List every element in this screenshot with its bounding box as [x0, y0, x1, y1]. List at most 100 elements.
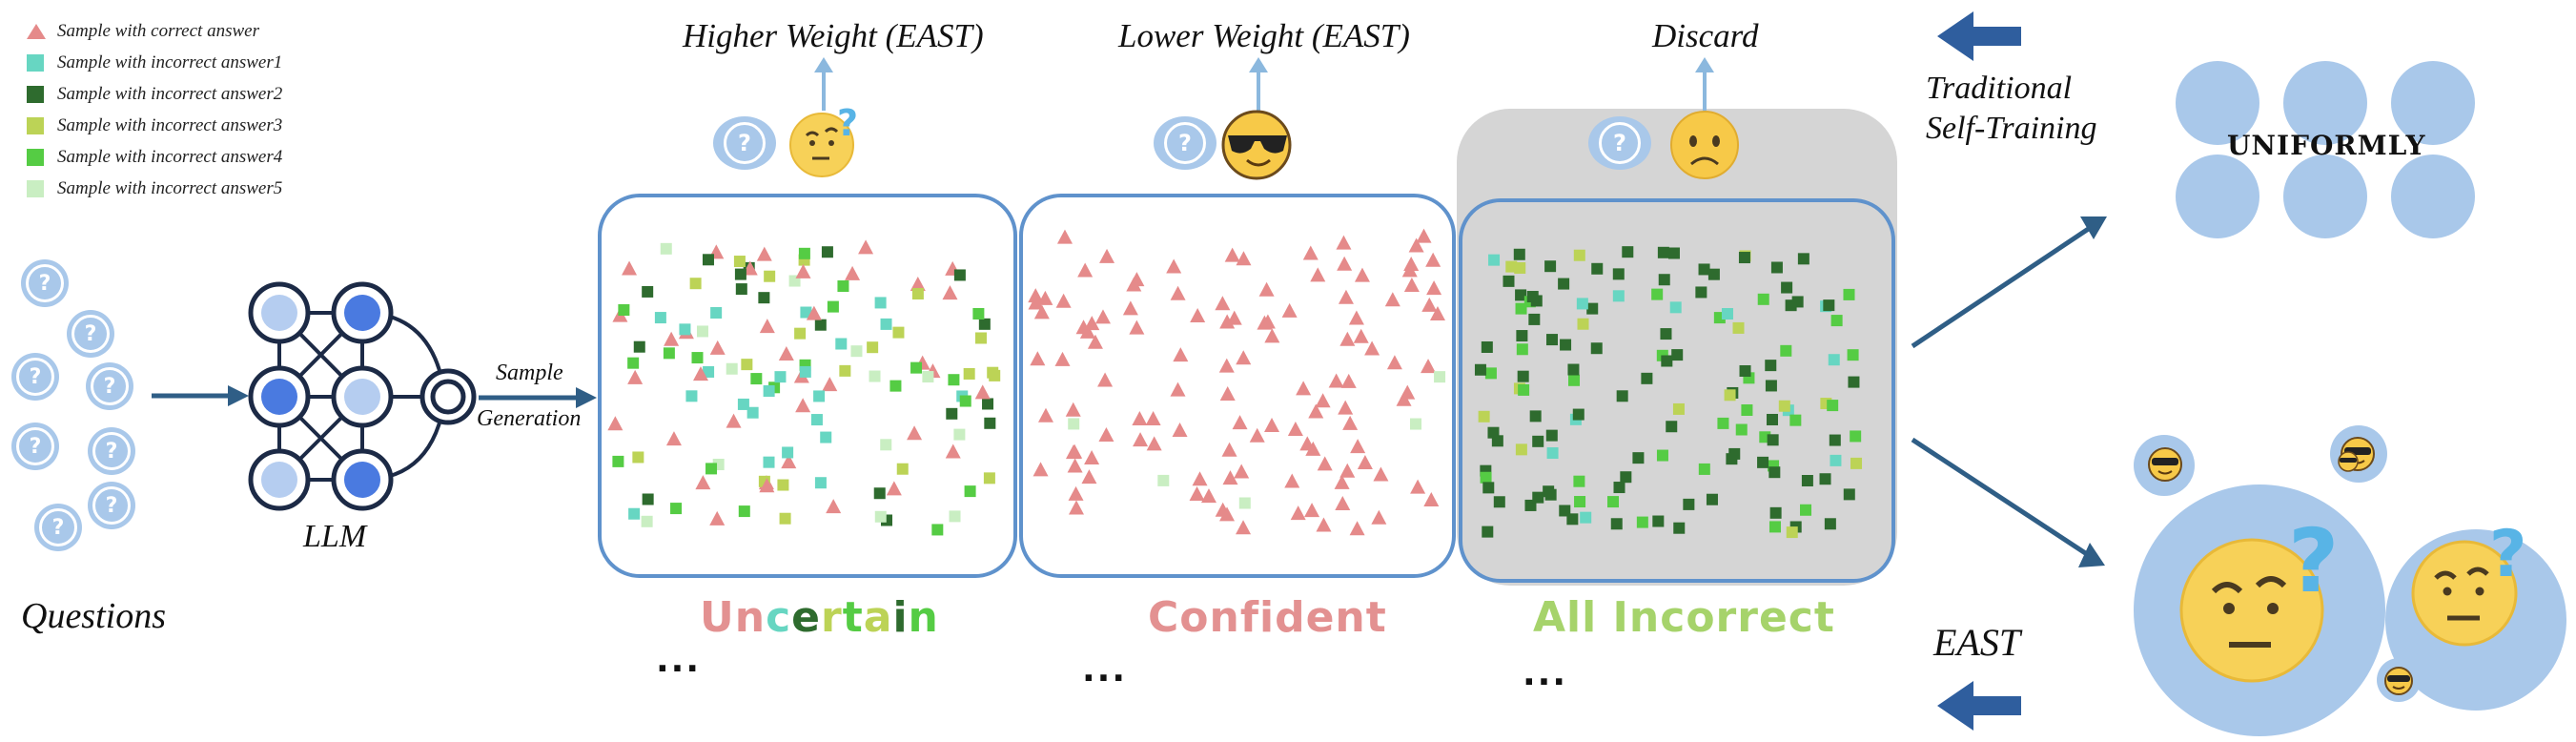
incorrect-sample-marker: [892, 326, 905, 339]
incorrect-sample-marker: [1765, 380, 1777, 392]
incorrect-sample-marker: [946, 407, 958, 420]
incorrect-caption: All Incorrect: [1533, 593, 1835, 642]
correct-sample-marker: [1215, 502, 1231, 517]
question-icon: ?: [11, 353, 59, 401]
incorrect-sample-marker: [1568, 374, 1581, 386]
arrow-right-icon: [479, 387, 597, 408]
incorrect-sample-marker: [1850, 457, 1863, 469]
correct-sample-marker: [1232, 415, 1248, 430]
incorrect-sample-marker: [705, 463, 718, 475]
correct-sample-marker: [1173, 347, 1189, 362]
incorrect-sample-marker: [1786, 526, 1798, 539]
incorrect-sample-marker: [964, 485, 976, 498]
incorrect-sample-marker: [1757, 293, 1769, 305]
incorrect-sample-marker: [911, 288, 924, 300]
incorrect-sample-marker: [1652, 515, 1665, 527]
correct-sample-marker: [1338, 400, 1354, 415]
correct-sample-marker: [1426, 280, 1442, 296]
correct-sample-marker: [1284, 473, 1300, 488]
incorrect-sample-marker: [1738, 252, 1750, 264]
correct-sample-marker: [759, 319, 775, 334]
incorrect-sample-marker: [889, 380, 902, 392]
incorrect-sample-marker: [1532, 491, 1544, 504]
confident-scatter: [1028, 228, 1446, 536]
incorrect-sample-marker: [741, 359, 753, 371]
sunglasses-face-icon: [1221, 110, 1292, 180]
incorrect-sample-marker: [670, 503, 683, 515]
correct-sample-marker: [1340, 373, 1357, 388]
incorrect-sample-marker: [1801, 475, 1813, 487]
correct-sample-marker: [1410, 479, 1426, 494]
incorrect-sample-marker: [1673, 522, 1686, 534]
question-icon: ?: [86, 362, 133, 410]
incorrect-sample-marker: [633, 340, 645, 353]
incorrect-sample-marker: [1732, 321, 1745, 334]
correct-sample-marker: [1037, 290, 1053, 305]
incorrect-sample-marker: [982, 398, 994, 410]
correct-sample-marker: [1337, 256, 1353, 271]
incorrect-sample-marker: [1586, 302, 1599, 315]
incorrect-sample-marker: [1667, 247, 1680, 259]
incorrect-sample-marker: [1545, 334, 1558, 346]
incorrect-sample-marker: [1544, 488, 1557, 501]
incorrect-sample-marker: [774, 371, 787, 383]
incorrect-sample-marker: [763, 456, 775, 468]
correct-sample-marker: [1236, 251, 1252, 266]
ellipsis: ...: [656, 641, 702, 680]
incorrect-sample-marker: [953, 428, 966, 441]
incorrect-sample-marker: [1526, 291, 1539, 303]
incorrect-sample-marker: [758, 292, 770, 304]
incorrect-sample-marker: [1545, 429, 1558, 442]
incorrect-sample-marker: [1768, 466, 1781, 479]
incorrect-sample-marker: [1717, 417, 1729, 429]
incorrect-scatter: [1474, 246, 1863, 539]
question-icon: ?: [67, 310, 114, 358]
correct-sample-marker: [907, 425, 923, 441]
confident-caption: Confident: [1148, 593, 1387, 642]
incorrect-sample-marker: [1616, 390, 1628, 402]
correct-sample-marker: [1339, 331, 1356, 346]
correct-sample-marker: [795, 263, 811, 278]
correct-sample-marker: [665, 431, 682, 446]
thinking-face-icon: ?: [789, 103, 858, 177]
incorrect-sample-marker: [1724, 389, 1736, 402]
correct-sample-marker: [1068, 500, 1084, 515]
correct-sample-marker: [1371, 509, 1387, 525]
incorrect-sample-marker: [1434, 371, 1446, 383]
correct-sample-marker: [1357, 454, 1373, 469]
correct-sample-marker: [1028, 295, 1044, 310]
incorrect-sample-marker: [1532, 435, 1544, 447]
thinking-face-icon: ?: [2179, 515, 2339, 683]
correct-sample-marker: [1067, 458, 1083, 473]
correct-sample-marker: [1338, 289, 1354, 304]
correct-sample-marker: [1429, 306, 1445, 321]
incorrect-sample-marker: [1607, 496, 1620, 508]
legend-item-incorrect2: Sample with incorrect answer2: [27, 78, 282, 110]
incorrect-sample-marker: [691, 352, 704, 364]
correct-sample-marker: [1339, 463, 1356, 478]
incorrect-sample-marker: [869, 370, 881, 382]
correct-sample-marker: [692, 366, 708, 381]
incorrect-sample-marker: [1576, 298, 1588, 310]
ellipsis: ...: [1523, 654, 1568, 693]
incorrect-sample-marker: [696, 325, 708, 338]
incorrect-sample-marker: [1768, 521, 1781, 533]
correct-sample-marker: [1172, 423, 1188, 438]
uncertain-caption: Uncertain: [700, 593, 939, 642]
question-icon: ?: [1588, 116, 1651, 170]
incorrect-sample-marker: [1474, 363, 1486, 376]
correct-sample-marker: [1200, 488, 1216, 504]
incorrect-sample-marker: [1656, 449, 1668, 462]
correct-sample-marker: [886, 481, 902, 496]
incorrect-sample-marker: [874, 510, 887, 523]
incorrect-sample-marker: [1516, 343, 1528, 356]
correct-sample-marker: [695, 475, 711, 490]
incorrect-sample-marker: [1847, 349, 1859, 361]
correct-sample-marker: [778, 346, 794, 361]
correct-sample-marker: [1354, 267, 1370, 282]
incorrect-sample-marker: [1769, 506, 1782, 519]
incorrect-sample-marker: [1661, 355, 1673, 367]
incorrect-sample-marker: [1482, 526, 1494, 538]
correct-sample-marker: [974, 384, 991, 400]
incorrect-sample-marker: [1514, 261, 1526, 274]
